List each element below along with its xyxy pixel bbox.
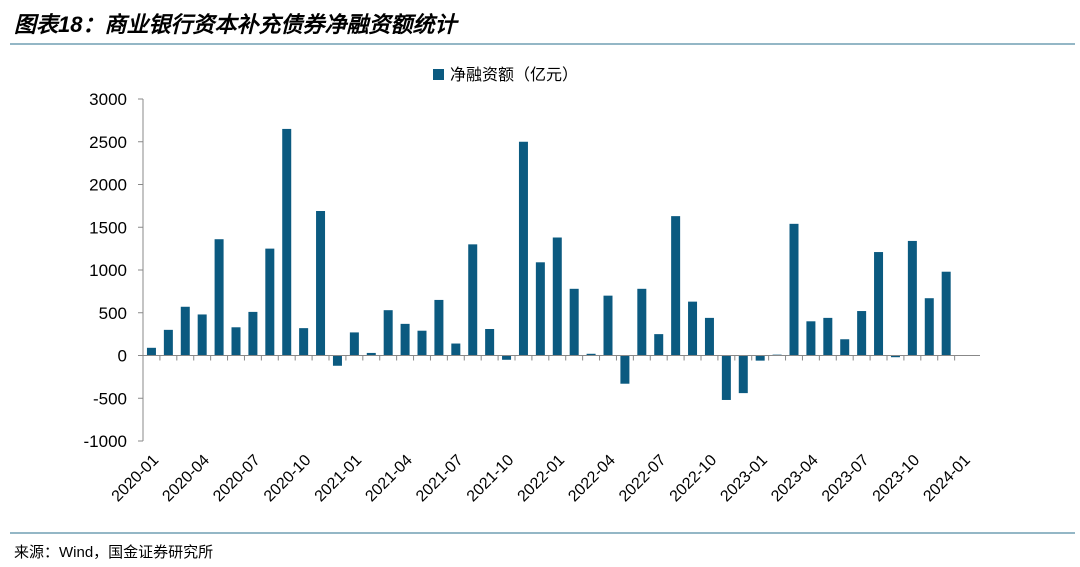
bar <box>857 311 867 356</box>
y-tick-label: 500 <box>99 304 127 323</box>
bar <box>806 321 816 356</box>
bar <box>383 310 393 356</box>
bar <box>180 306 190 356</box>
bar <box>755 355 765 361</box>
bar <box>688 301 698 356</box>
source-note: 来源：Wind，国金证券研究所 <box>14 544 213 561</box>
x-tick-label: 2024-01 <box>920 452 974 506</box>
x-tick-label: 2022-10 <box>667 452 721 506</box>
bar <box>366 352 376 356</box>
y-tick-label: 0 <box>118 347 127 366</box>
bar <box>332 355 342 366</box>
bar <box>603 295 613 356</box>
x-tick-label: 2021-07 <box>413 452 467 506</box>
bar <box>231 327 241 356</box>
bar <box>789 223 799 356</box>
x-tick-label: 2023-10 <box>870 452 924 506</box>
bar <box>721 355 731 400</box>
y-tick-label: 3000 <box>89 90 127 109</box>
y-tick-label: 1500 <box>89 218 127 237</box>
y-tick-label: 2500 <box>89 133 127 152</box>
bar <box>671 216 681 356</box>
bar <box>146 347 156 356</box>
bar <box>907 240 917 356</box>
x-tick-label: 2020-04 <box>159 452 213 506</box>
bar <box>316 211 326 356</box>
bar <box>434 299 444 356</box>
bar <box>485 328 495 356</box>
x-tick-label: 2021-01 <box>312 452 366 506</box>
x-tick-label: 2020-01 <box>109 452 163 506</box>
bar <box>535 262 545 356</box>
bar <box>840 339 850 356</box>
y-tick-label: -500 <box>93 389 127 408</box>
bar <box>823 317 833 356</box>
bar <box>197 314 207 356</box>
y-tick-label: 2000 <box>89 176 127 195</box>
chart-title: 图表18：商业银行资本补充债券净融资额统计 <box>14 12 459 37</box>
bar <box>874 252 884 356</box>
bar <box>586 353 596 356</box>
bar <box>417 330 427 356</box>
x-tick-label: 2022-04 <box>565 452 619 506</box>
bar <box>890 355 900 358</box>
bar <box>552 237 562 356</box>
bar <box>265 248 275 356</box>
bar <box>299 328 309 356</box>
bar <box>518 141 528 356</box>
bar <box>738 355 748 394</box>
legend-swatch <box>433 69 444 80</box>
bar <box>163 329 173 356</box>
bar <box>637 288 647 356</box>
bar <box>214 239 224 356</box>
y-tick-label: -1000 <box>84 432 127 451</box>
legend-label: 净融资额（亿元） <box>450 66 578 84</box>
bar <box>569 288 579 356</box>
bar <box>704 317 714 356</box>
y-tick-label: 1000 <box>89 261 127 280</box>
bar <box>941 271 951 356</box>
x-tick-label: 2021-04 <box>362 452 416 506</box>
bar <box>282 128 292 356</box>
bar <box>502 355 512 360</box>
bar <box>248 311 258 356</box>
x-tick-label: 2020-10 <box>261 452 315 506</box>
x-tick-label: 2023-01 <box>717 452 771 506</box>
bar <box>620 355 630 384</box>
x-tick-label: 2021-10 <box>464 452 518 506</box>
x-tick-label: 2022-07 <box>616 452 670 506</box>
x-tick-label: 2020-07 <box>210 452 264 506</box>
x-tick-label: 2023-04 <box>768 452 822 506</box>
bar <box>924 298 934 356</box>
x-tick-label: 2023-07 <box>819 452 873 506</box>
bar <box>400 323 410 356</box>
bar <box>349 332 359 356</box>
x-tick-label: 2022-01 <box>515 452 569 506</box>
bar <box>654 334 664 356</box>
bar <box>451 343 461 356</box>
bar <box>468 244 478 356</box>
